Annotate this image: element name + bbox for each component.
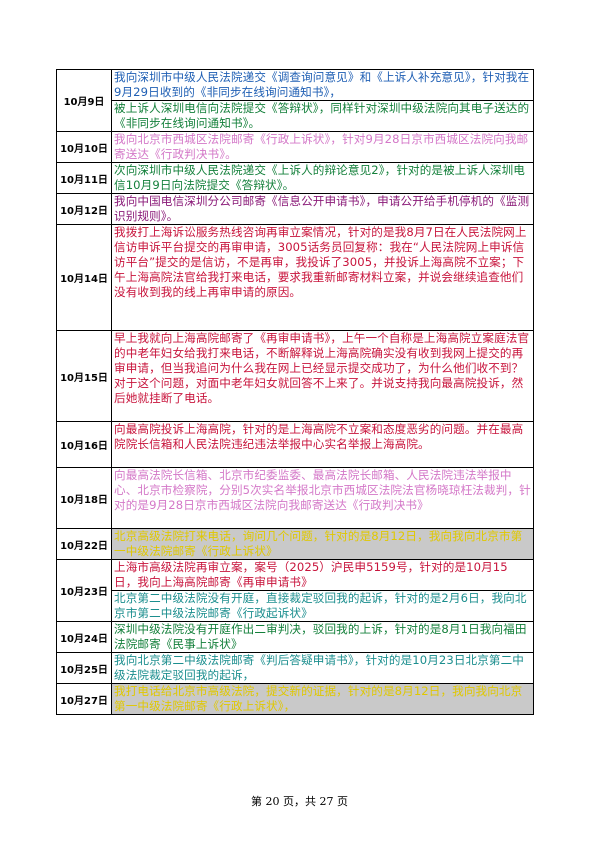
- page-footer: 第 20 页，共 27 页: [251, 795, 348, 808]
- entry-text: 被上诉人深圳电信向法院提交《答辩状》，同样针对深圳中级法院向其电子送达的《非同步…: [112, 100, 533, 131]
- table-row: 10月23日 上海市高级法院再审立案，案号（2025）沪民申5159号，针对的是1…: [56, 559, 534, 622]
- entry-cell: 我向深圳市中级人民法院递交《调查询问意见》和《上诉人补充意见》，针对我在9月29…: [111, 69, 534, 132]
- table-row: 10月11日 次向深圳市中级人民法院递交《上诉人的辩论意见2》，针对的是被上诉人深…: [56, 162, 534, 194]
- table-row: 10月9日 我向深圳市中级人民法院递交《调查询问意见》和《上诉人补充意见》，针对我…: [56, 69, 534, 132]
- entry-text: 向最高院投诉上海高院，针对的是上海高院不立案和态度恶劣的问题。并在最高院院长信箱…: [114, 422, 524, 451]
- table-row: 10月18日 向最高法院长信箱、北京市纪委监委、最高法院长邮箱、人民法院违法举报中…: [56, 467, 534, 529]
- date-cell: 10月18日: [56, 467, 112, 529]
- entry-cell: 我向北京第二中级法院邮寄《判后答疑申请书》，针对的是10月23日北京第二中级法院…: [111, 652, 534, 684]
- date-cell: 10月15日: [56, 330, 112, 422]
- entry-text: 早上我就向上海高院邮寄了《再审申请书》，上午一个自称是上海高院立案庭法官的中老年…: [114, 331, 530, 405]
- date-cell: 10月23日: [56, 559, 112, 622]
- table-row: 10月27日 我打电话给北京市高级法院，提交新的证据，针对的是8月12日，我向我向…: [56, 683, 534, 715]
- entry-cell: 向最高法院长信箱、北京市纪委监委、最高法院长邮箱、人民法院违法举报中心、北京市检…: [111, 467, 534, 529]
- entry-cell: 次向深圳市中级人民法院递交《上诉人的辩论意见2》，针对的是被上诉人深圳电信10月…: [111, 162, 534, 194]
- entry-text: 我向深圳市中级人民法院递交《调查询问意见》和《上诉人补充意见》，针对我在9月29…: [114, 70, 530, 99]
- date-cell: 10月14日: [56, 224, 112, 331]
- date-cell: 10月22日: [56, 528, 112, 560]
- entry-text: 我向中国电信深圳分公司邮寄《信息公开申请书》，申请公开给手机停机的《监测识别规则…: [114, 194, 530, 223]
- table-row: 10月25日 我向北京第二中级法院邮寄《判后答疑申请书》，针对的是10月23日北京…: [56, 652, 534, 684]
- entry-text: 我向北京第二中级法院邮寄《判后答疑申请书》，针对的是10月23日北京第二中级法院…: [114, 653, 525, 682]
- entry-text: 次向深圳市中级人民法院递交《上诉人的辩论意见2》，针对的是被上诉人深圳电信10月…: [114, 163, 525, 192]
- table-row: 10月10日 我向北京市西城区法院邮寄《行政上诉状》，针对9月28日京市西城区法院…: [56, 131, 534, 163]
- entry-cell: 向最高院投诉上海高院，针对的是上海高院不立案和态度恶劣的问题。并在最高院院长信箱…: [111, 421, 534, 468]
- entry-cell: 我打电话给北京市高级法院，提交新的证据，针对的是8月12日，我向我向北京第一中级…: [111, 683, 534, 715]
- table-row: 10月12日 我向中国电信深圳分公司邮寄《信息公开申请书》，申请公开给手机停机的《…: [56, 193, 534, 225]
- date-cell: 10月10日: [56, 131, 112, 163]
- table-row: 10月16日 向最高院投诉上海高院，针对的是上海高院不立案和态度恶劣的问题。并在最…: [56, 421, 534, 468]
- event-log-table: 10月9日 我向深圳市中级人民法院递交《调查询问意见》和《上诉人补充意见》，针对我…: [56, 69, 534, 715]
- table-row: 10月22日 北京高级法院打来电话，询问几个问题，针对的是8月12日，我向我向北京…: [56, 528, 534, 560]
- entry-cell: 上海市高级法院再审立案，案号（2025）沪民申5159号，针对的是10月15日，…: [111, 559, 534, 622]
- entry-text: 北京第二中级法院没有开庭，直接裁定驳回我的起诉，针对的是2月6日，我向北京市第二…: [112, 590, 533, 621]
- table-row: 10月15日 早上我就向上海高院邮寄了《再审申请书》，上午一个自称是上海高院立案庭…: [56, 330, 534, 422]
- date-cell: 10月25日: [56, 652, 112, 684]
- entry-cell: 北京高级法院打来电话，询问几个问题，针对的是8月12日，我向我向北京市第一中级法…: [111, 528, 534, 560]
- date-cell: 10月9日: [56, 69, 112, 132]
- entry-text: 我向北京市西城区法院邮寄《行政上诉状》，针对9月28日京市西城区法院向我邮寄送达…: [114, 132, 529, 161]
- date-cell: 10月11日: [56, 162, 112, 194]
- date-cell: 10月16日: [56, 421, 112, 468]
- entry-text: 北京高级法院打来电话，询问几个问题，针对的是8月12日，我向我向北京市第一中级法…: [112, 529, 533, 559]
- entry-cell: 我向北京市西城区法院邮寄《行政上诉状》，针对9月28日京市西城区法院向我邮寄送达…: [111, 131, 534, 163]
- entry-text: 上海市高级法院再审立案，案号（2025）沪民申5159号，针对的是10月15日，…: [114, 560, 508, 589]
- entry-text: 向最高法院长信箱、北京市纪委监委、最高法院长邮箱、人民法院违法举报中心、北京市检…: [114, 468, 531, 512]
- date-cell: 10月27日: [56, 683, 112, 715]
- entry-cell: 我拨打上海诉讼服务热线咨询再审立案情况，针对的是我8月7日在人民法院网上信访申诉…: [111, 224, 534, 331]
- table-row: 10月24日 深圳中级法院没有开庭作出二审判决，驳回我的上诉，针对的是8月1日我向…: [56, 621, 534, 653]
- entry-text: 深圳中级法院没有开庭作出二审判决，驳回我的上诉，针对的是8月1日我向福田法院邮寄…: [114, 622, 527, 651]
- entry-text: 我拨打上海诉讼服务热线咨询再审立案情况，针对的是我8月7日在人民法院网上信访申诉…: [114, 225, 527, 299]
- entry-cell: 早上我就向上海高院邮寄了《再审申请书》，上午一个自称是上海高院立案庭法官的中老年…: [111, 330, 534, 422]
- entry-cell: 深圳中级法院没有开庭作出二审判决，驳回我的上诉，针对的是8月1日我向福田法院邮寄…: [111, 621, 534, 653]
- date-cell: 10月24日: [56, 621, 112, 653]
- table-row: 10月14日 我拨打上海诉讼服务热线咨询再审立案情况，针对的是我8月7日在人民法院…: [56, 224, 534, 331]
- date-cell: 10月12日: [56, 193, 112, 225]
- entry-cell: 我向中国电信深圳分公司邮寄《信息公开申请书》，申请公开给手机停机的《监测识别规则…: [111, 193, 534, 225]
- entry-text: 我打电话给北京市高级法院，提交新的证据，针对的是8月12日，我向我向北京第一中级…: [112, 684, 533, 714]
